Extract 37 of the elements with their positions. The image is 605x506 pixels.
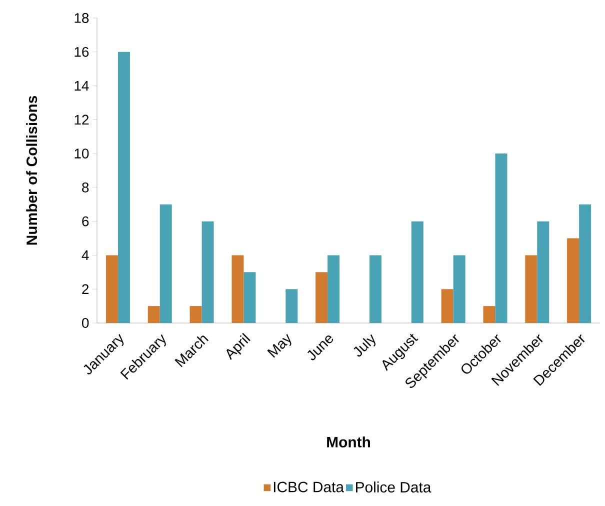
- y-tick-label: 2: [82, 284, 89, 294]
- y-tick-label: 6: [82, 216, 89, 226]
- y-tick-label: 10: [74, 148, 89, 158]
- bar: [483, 306, 496, 323]
- legend-label: ICBC Data: [274, 482, 344, 492]
- y-tick-label: 4: [82, 250, 89, 260]
- bar: [202, 221, 214, 323]
- bar: [232, 255, 244, 323]
- bar: [495, 154, 508, 323]
- bar: [453, 255, 466, 323]
- legend-label: Police Data: [356, 482, 432, 493]
- bar: [316, 272, 328, 323]
- bar: [525, 255, 538, 323]
- bar: [190, 306, 202, 323]
- bar: [244, 272, 256, 323]
- y-axis-title: Number of Collisions: [26, 96, 38, 245]
- y-tick-label: 8: [82, 182, 89, 192]
- y-tick-label: 0: [82, 318, 89, 328]
- bar: [579, 204, 592, 323]
- bar: [441, 289, 454, 323]
- y-tick-label: 14: [74, 80, 89, 91]
- x-axis-title: Month: [327, 436, 370, 448]
- y-tick-label: 18: [74, 13, 89, 23]
- bar: [148, 306, 160, 323]
- bar: [567, 238, 580, 323]
- bar: [118, 52, 130, 323]
- bar: [411, 221, 424, 323]
- y-tick-label: 16: [74, 46, 89, 57]
- bar: [286, 289, 298, 323]
- y-tick-label: 12: [74, 114, 89, 125]
- x-tick-label: May: [267, 334, 292, 358]
- x-tick-label: July: [354, 334, 376, 357]
- bar: [369, 255, 382, 323]
- bar: [537, 221, 550, 323]
- bar: [106, 255, 118, 323]
- bar: [328, 255, 340, 323]
- bar: [160, 204, 172, 323]
